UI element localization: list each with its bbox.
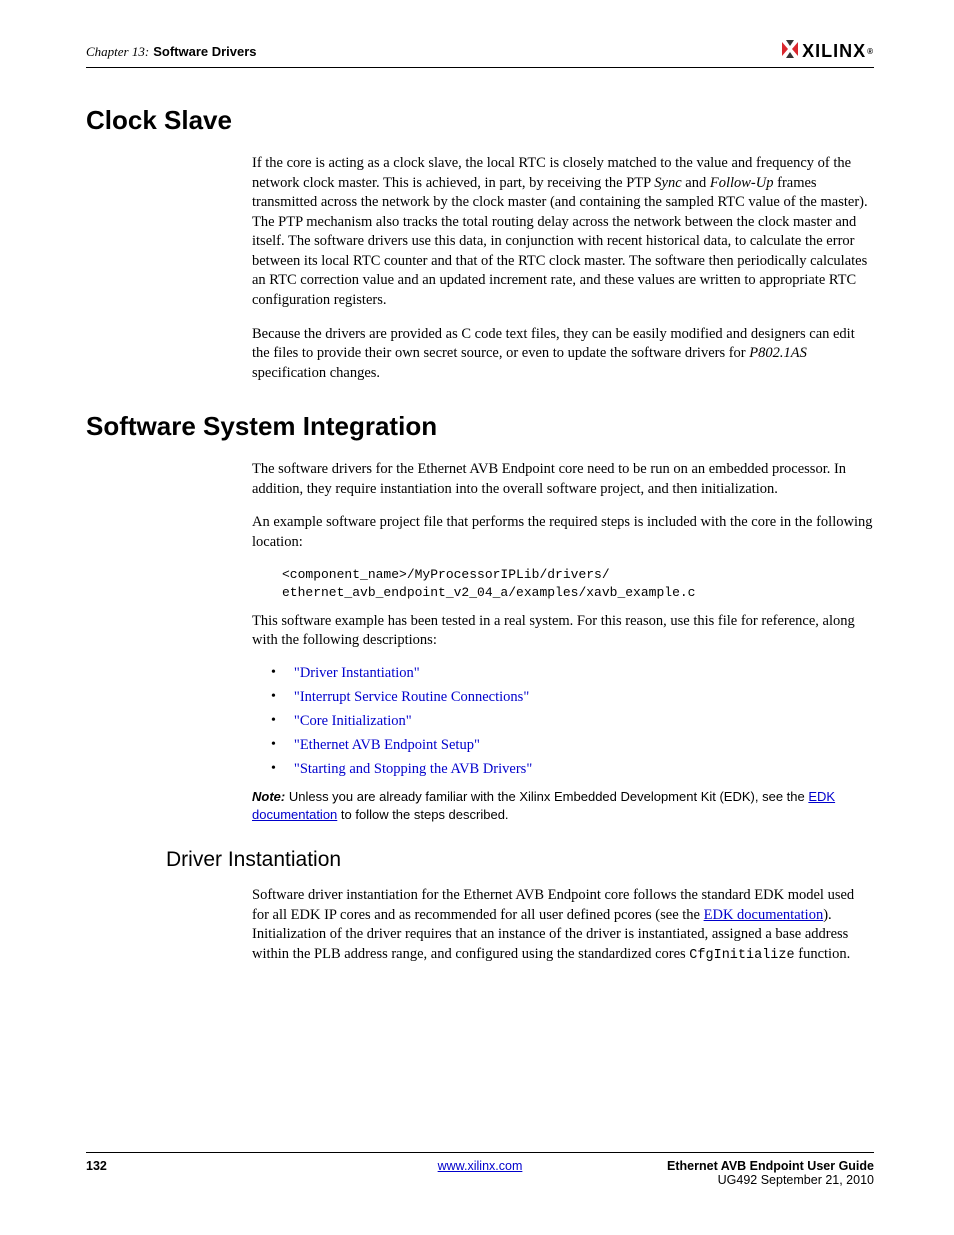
bullet-icon: • (271, 737, 276, 753)
chapter-reference: Chapter 13: Software Drivers (86, 43, 257, 61)
link-edk-docs-2[interactable]: EDK documentation (704, 907, 824, 923)
link-start-stop[interactable]: "Starting and Stopping the AVB Drivers" (294, 761, 532, 778)
heading-clock-slave: Clock Slave (86, 105, 874, 136)
code-path: <component_name>/MyProcessorIPLib/driver… (282, 566, 874, 601)
heading-software-integration: Software System Integration (86, 411, 874, 442)
page-footer: 132 www.xilinx.com Ethernet AVB Endpoint… (86, 1152, 874, 1187)
logo-text: XILINX (802, 41, 866, 62)
list-item: • "Starting and Stopping the AVB Drivers… (271, 761, 874, 778)
reference-list: • "Driver Instantiation" • "Interrupt Se… (271, 665, 874, 778)
link-xilinx-site[interactable]: www.xilinx.com (438, 1159, 523, 1173)
link-driver-instantiation[interactable]: "Driver Instantiation" (294, 665, 420, 682)
list-item: • "Core Initialization" (271, 713, 874, 730)
driver-inst-para: Software driver instantiation for the Et… (252, 886, 874, 965)
note-label: Note: (252, 789, 285, 804)
note-text-pre: Unless you are already familiar with the… (285, 789, 808, 804)
xilinx-logo: XILINX® (780, 40, 874, 63)
footer-doc-info: Ethernet AVB Endpoint User Guide UG492 S… (667, 1159, 874, 1187)
chapter-prefix: Chapter 13: (86, 44, 149, 59)
bullet-icon: • (271, 665, 276, 681)
clock-slave-para-2: Because the drivers are provided as C co… (252, 325, 874, 384)
bullet-icon: • (271, 689, 276, 705)
page-header: Chapter 13: Software Drivers XILINX® (86, 40, 874, 68)
doc-title: Ethernet AVB Endpoint User Guide (667, 1159, 874, 1173)
ssi-para-2: An example software project file that pe… (252, 513, 874, 552)
clock-slave-para-1: If the core is acting as a clock slave, … (252, 154, 874, 311)
list-item: • "Ethernet AVB Endpoint Setup" (271, 737, 874, 754)
link-core-init[interactable]: "Core Initialization" (294, 713, 412, 730)
code-line-2: ethernet_avb_endpoint_v2_04_a/examples/x… (282, 584, 874, 602)
ssi-para-1: The software drivers for the Ethernet AV… (252, 460, 874, 499)
page-number: 132 (86, 1159, 107, 1187)
ssi-para-3: This software example has been tested in… (252, 612, 874, 651)
heading-driver-instantiation: Driver Instantiation (166, 848, 874, 872)
logo-registered: ® (867, 47, 874, 56)
code-line-1: <component_name>/MyProcessorIPLib/driver… (282, 566, 874, 584)
chapter-title: Software Drivers (153, 44, 256, 59)
list-item: • "Interrupt Service Routine Connections… (271, 689, 874, 706)
link-avb-setup[interactable]: "Ethernet AVB Endpoint Setup" (294, 737, 480, 754)
footer-url: www.xilinx.com (438, 1159, 523, 1173)
note-text-post: to follow the steps described. (337, 807, 508, 822)
bullet-icon: • (271, 713, 276, 729)
logo-icon (780, 40, 800, 63)
bullet-icon: • (271, 761, 276, 777)
list-item: • "Driver Instantiation" (271, 665, 874, 682)
page-content: Clock Slave If the core is acting as a c… (86, 105, 874, 979)
doc-id-date: UG492 September 21, 2010 (667, 1173, 874, 1187)
note-block: Note: Unless you are already familiar wi… (252, 788, 874, 824)
link-isr-connections[interactable]: "Interrupt Service Routine Connections" (294, 689, 529, 706)
